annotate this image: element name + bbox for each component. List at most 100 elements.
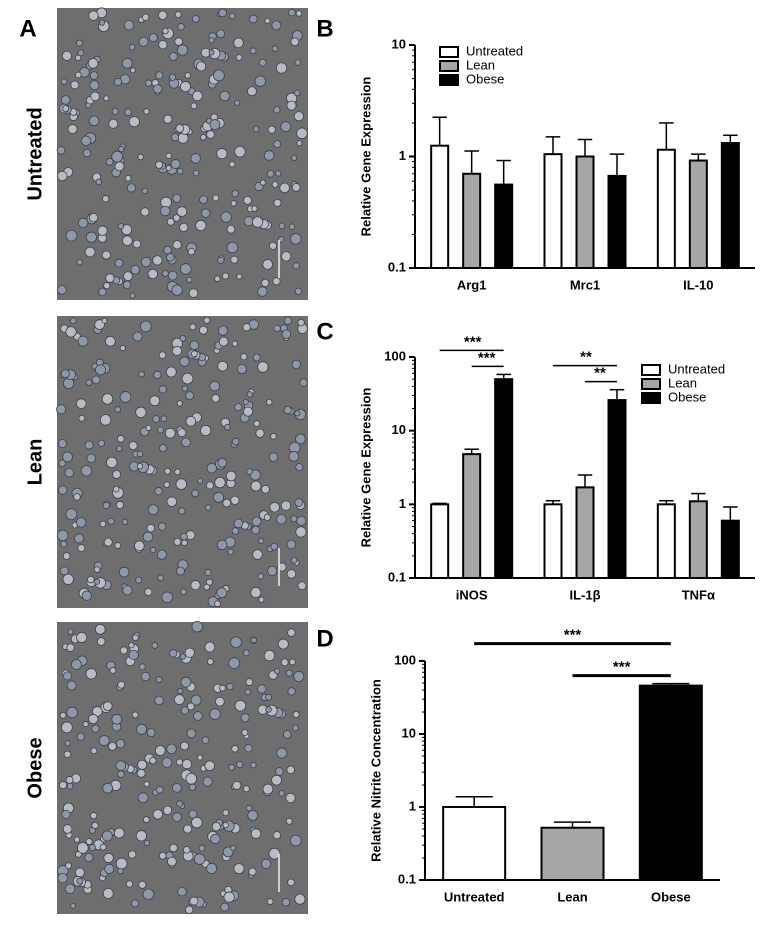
cell	[58, 781, 68, 790]
bar	[442, 806, 507, 881]
cell	[113, 77, 123, 86]
y-tick-label: 0.1	[388, 569, 406, 584]
cell	[175, 124, 185, 133]
x-tick-label: TNFα	[682, 587, 715, 602]
cell	[65, 862, 72, 870]
cell	[161, 270, 169, 277]
cell	[86, 575, 95, 584]
cell	[296, 127, 308, 140]
cell	[250, 828, 262, 839]
cell	[242, 398, 249, 405]
cell	[226, 682, 234, 691]
cell	[200, 424, 212, 437]
cell	[62, 552, 71, 560]
cell	[158, 351, 167, 359]
bar	[494, 378, 514, 579]
cell	[297, 581, 307, 591]
cell	[122, 235, 133, 247]
micrograph-background	[57, 622, 308, 914]
cell	[276, 514, 287, 525]
cell	[264, 17, 271, 24]
x-tick-label: Mrc1	[570, 277, 600, 292]
cell	[214, 600, 221, 608]
cell	[176, 566, 185, 576]
cell	[128, 441, 138, 451]
cell	[196, 754, 203, 761]
cell	[175, 478, 188, 490]
cell	[99, 520, 107, 528]
cell	[61, 78, 68, 85]
cell	[123, 271, 133, 282]
cell	[85, 668, 97, 680]
cell	[74, 533, 84, 544]
cell	[56, 404, 67, 415]
cell	[90, 812, 98, 820]
cell	[101, 250, 111, 260]
cell	[294, 498, 304, 507]
cell	[252, 125, 260, 133]
cell	[57, 872, 68, 884]
legend-label: Obese	[466, 71, 504, 86]
cell	[149, 395, 161, 407]
cell	[225, 470, 237, 482]
cell	[76, 877, 84, 885]
cell	[294, 59, 302, 66]
cell	[266, 169, 275, 178]
legend-swatch	[641, 364, 661, 376]
cell	[160, 415, 168, 422]
cell	[204, 760, 215, 771]
cell	[61, 809, 71, 819]
cell	[171, 284, 183, 296]
cell	[142, 888, 155, 901]
cell	[124, 174, 132, 182]
cell	[128, 649, 139, 661]
cell	[76, 631, 88, 643]
cell	[78, 414, 86, 422]
cell	[213, 69, 225, 82]
cell	[174, 468, 181, 476]
cell	[234, 99, 241, 106]
cell	[166, 743, 177, 755]
significance-label: ***	[464, 333, 482, 350]
cell	[74, 71, 82, 79]
x-tick-label: Lean	[557, 889, 587, 904]
cell	[63, 750, 72, 759]
cell	[172, 193, 182, 203]
cell	[205, 504, 212, 511]
legend-swatch	[641, 378, 661, 390]
cell	[271, 20, 282, 31]
cell	[88, 212, 99, 223]
cell	[191, 620, 203, 633]
bar	[430, 144, 450, 269]
cell	[118, 566, 130, 578]
cell	[65, 229, 78, 242]
cell	[108, 118, 119, 129]
cell	[193, 711, 203, 721]
cell	[209, 708, 221, 720]
cell	[270, 433, 277, 440]
cell	[273, 324, 281, 333]
cell	[228, 657, 241, 669]
cell	[88, 10, 99, 21]
cell	[186, 276, 193, 284]
cell	[75, 398, 87, 409]
cell	[82, 721, 89, 728]
cell	[88, 713, 99, 725]
cell	[158, 385, 167, 394]
cell	[74, 867, 85, 878]
cell	[219, 684, 226, 692]
cell	[67, 628, 74, 635]
cell	[86, 453, 97, 464]
cell	[80, 135, 92, 146]
cell	[113, 827, 125, 839]
cell	[188, 809, 198, 819]
cell	[85, 231, 97, 243]
cell	[190, 153, 201, 164]
image-label: Obese	[24, 737, 46, 798]
cell	[161, 591, 173, 604]
cell	[99, 843, 107, 851]
cell	[206, 862, 218, 874]
cell	[234, 145, 246, 158]
cell	[58, 485, 68, 495]
